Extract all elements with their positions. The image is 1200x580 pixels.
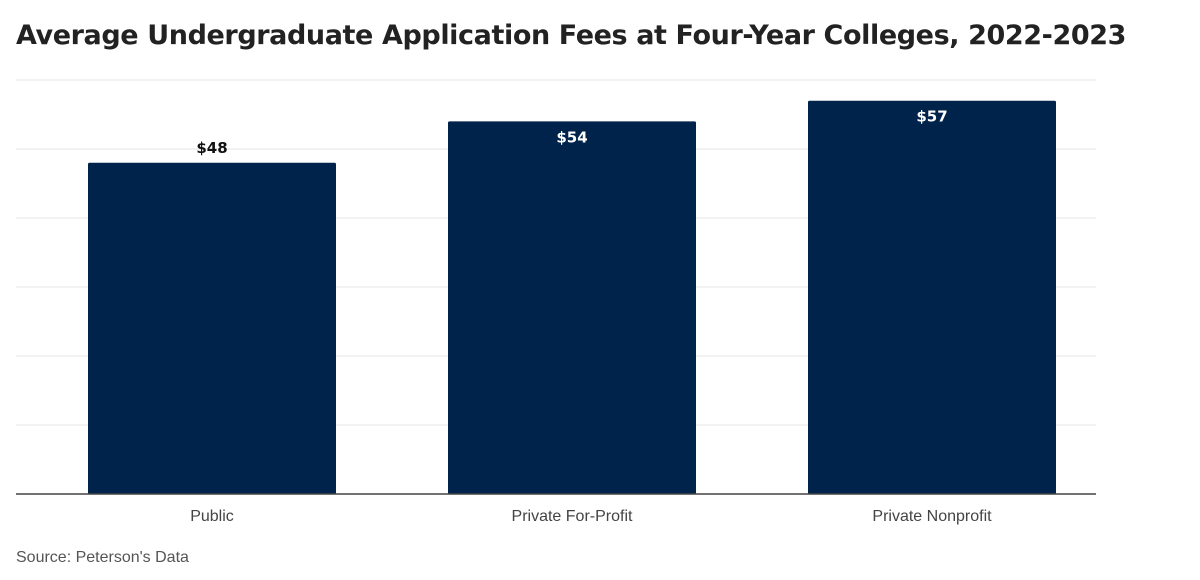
bar (448, 121, 696, 495)
x-tick-label: Public (190, 508, 234, 525)
chart-title: Average Undergraduate Application Fees a… (16, 20, 1127, 51)
x-tick-labels: Public Private For-Profit Private Nonprofi… (190, 508, 992, 525)
x-tick-label: Private Nonprofit (872, 508, 992, 525)
data-label: $54 (556, 128, 587, 146)
bar (808, 100, 1056, 494)
source-note: Source: Peterson's Data (16, 549, 189, 566)
x-tick-label: Private For-Profit (512, 508, 633, 525)
bars (88, 100, 1056, 495)
data-label: $57 (916, 108, 947, 126)
data-label: $48 (196, 139, 227, 157)
bar (88, 162, 336, 495)
data-labels: $48 $54 $57 (196, 108, 947, 157)
